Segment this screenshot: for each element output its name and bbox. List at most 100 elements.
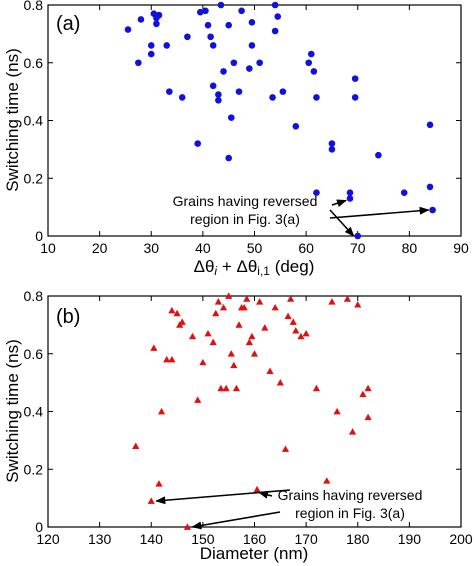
data-point xyxy=(302,329,310,337)
y-tick-label: 0 xyxy=(35,519,43,535)
data-point xyxy=(219,303,228,311)
data-point xyxy=(343,295,352,302)
data-point xyxy=(245,338,253,346)
data-point xyxy=(163,355,171,363)
data-point xyxy=(212,309,220,317)
data-point xyxy=(312,384,321,392)
data-point xyxy=(183,523,191,530)
x-tick-label: 50 xyxy=(247,240,263,256)
data-point xyxy=(238,7,245,15)
x-tick-label: 70 xyxy=(350,240,366,256)
data-point xyxy=(225,154,232,162)
y-tick-label: 0.4 xyxy=(24,113,44,129)
data-point xyxy=(333,407,341,415)
data-point xyxy=(243,295,251,302)
x-tick-label: 180 xyxy=(346,531,370,547)
data-point xyxy=(220,68,227,75)
data-point xyxy=(168,355,176,363)
data-point xyxy=(348,428,357,435)
data-point xyxy=(289,318,297,325)
x-tick-label: 60 xyxy=(298,240,314,256)
y-tick-label: 0.2 xyxy=(24,461,44,477)
data-point xyxy=(230,361,238,369)
x-tick-label: 200 xyxy=(449,531,473,547)
data-point xyxy=(375,151,382,159)
xlabel-sub-2: i,1 xyxy=(257,264,270,278)
panel-a-xticks: 10 20 30 40 50 60 70 80 90 xyxy=(40,5,469,256)
data-point xyxy=(287,295,295,302)
panel-b: (b) 120 130 140 150 160 170 180 190 200 00.20.40… xyxy=(3,288,473,563)
data-point xyxy=(261,324,269,331)
x-tick-label: 140 xyxy=(140,531,164,547)
panel-b-arrows xyxy=(155,489,291,530)
data-point xyxy=(178,318,186,325)
data-point xyxy=(297,332,305,340)
data-point xyxy=(250,350,259,357)
panel-b-xticks: 120 130 140 150 160 170 180 190 200 xyxy=(36,296,473,547)
data-point xyxy=(215,91,222,98)
data-point xyxy=(346,195,354,202)
data-point xyxy=(313,94,320,101)
data-point xyxy=(135,59,142,67)
data-point xyxy=(253,485,261,493)
data-point xyxy=(147,42,155,49)
data-point xyxy=(168,306,176,314)
panel-a-annotation-line-1: Grains having reversed xyxy=(173,193,318,209)
data-point xyxy=(346,189,354,196)
x-tick-label: 160 xyxy=(243,531,267,547)
data-point xyxy=(207,33,214,41)
data-point xyxy=(230,59,238,67)
y-tick-label: 0 xyxy=(35,228,43,244)
data-point xyxy=(281,445,290,452)
xlabel-sub-1: i xyxy=(214,264,217,278)
data-point xyxy=(155,480,163,487)
data-point xyxy=(204,329,212,337)
data-point xyxy=(209,338,217,346)
data-point xyxy=(196,8,204,16)
annotation-arrow xyxy=(258,490,273,499)
data-point xyxy=(328,298,336,305)
data-point xyxy=(284,312,292,320)
panel-a-points xyxy=(124,1,436,240)
data-point xyxy=(235,88,243,95)
data-point xyxy=(132,442,140,450)
data-point xyxy=(166,88,173,95)
y-tick-label: 0.6 xyxy=(24,346,44,362)
data-point xyxy=(305,59,313,67)
panel-a-label: (a) xyxy=(56,13,80,35)
data-point xyxy=(266,367,274,374)
data-point xyxy=(248,42,256,49)
x-tick-label: 190 xyxy=(398,531,422,547)
data-point xyxy=(274,13,282,20)
data-point xyxy=(199,358,207,366)
panel-a-annotation-line-2: region in Fig. 3(a) xyxy=(190,211,300,227)
xlabel-part-3: (deg) xyxy=(270,257,314,276)
data-point xyxy=(194,140,202,147)
annotation-arrow xyxy=(329,206,430,219)
data-point xyxy=(429,206,436,214)
panel-b-yticks: 0 0.2 0.4 0.6 0.8 xyxy=(24,288,461,535)
data-point xyxy=(209,42,217,49)
panel-a: (a) 10 20 30 40 50 60 70 80 90 00.20.40.60.8 Δθi… xyxy=(3,0,469,278)
y-tick-label: 0.4 xyxy=(24,404,44,420)
data-point xyxy=(184,33,191,41)
panel-a-yticks: 0 0.2 0.4 0.6 0.8 xyxy=(24,0,461,244)
data-point xyxy=(137,16,145,23)
x-tick-label: 130 xyxy=(88,531,112,547)
data-point xyxy=(157,407,166,415)
data-point xyxy=(364,384,372,392)
data-point xyxy=(307,50,315,58)
data-point xyxy=(323,477,331,484)
data-point xyxy=(359,390,367,398)
data-point xyxy=(240,303,248,311)
data-point xyxy=(276,379,284,386)
data-point xyxy=(215,96,222,104)
data-point xyxy=(256,59,263,67)
data-point xyxy=(248,19,256,26)
data-point xyxy=(194,396,202,403)
y-tick-label: 0.8 xyxy=(24,288,44,304)
data-point xyxy=(155,11,163,19)
data-point xyxy=(246,65,253,72)
xlabel-part-2: + Δθ xyxy=(217,257,257,276)
